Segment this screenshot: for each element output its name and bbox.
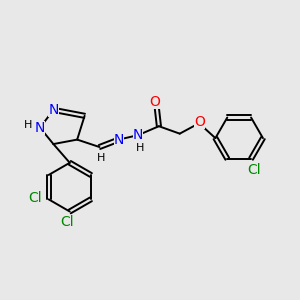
- Text: O: O: [150, 95, 160, 110]
- Text: N: N: [133, 128, 143, 142]
- Text: H: H: [135, 142, 144, 153]
- Text: H: H: [24, 120, 32, 130]
- Text: Cl: Cl: [28, 191, 42, 206]
- Text: H: H: [97, 153, 105, 163]
- Text: O: O: [194, 115, 205, 129]
- Text: Cl: Cl: [247, 163, 261, 177]
- Text: N: N: [114, 133, 124, 147]
- Text: N: N: [48, 103, 59, 117]
- Text: Cl: Cl: [61, 215, 74, 229]
- Text: N: N: [35, 121, 45, 135]
